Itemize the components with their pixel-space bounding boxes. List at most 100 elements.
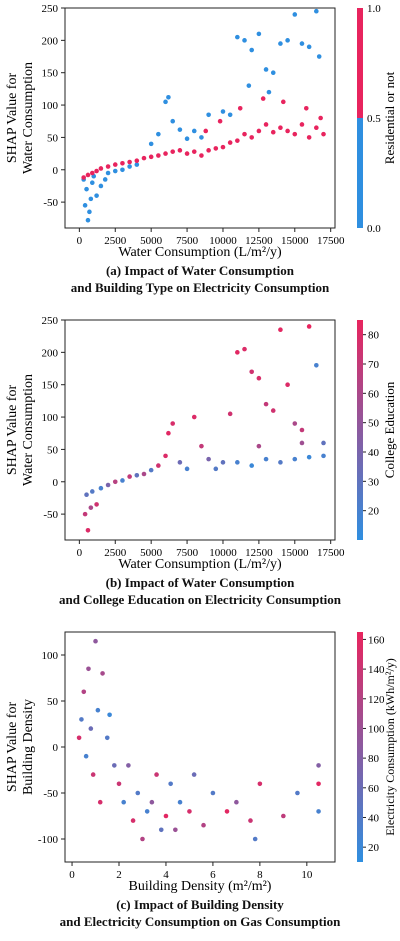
x-tick-label: 4: [163, 869, 169, 881]
x-tick-label: 8: [257, 869, 263, 881]
data-point: [82, 511, 88, 517]
caption-c-line2: and Electricity Consumption on Gas Consu…: [59, 914, 341, 929]
y-axis-label-line1: SHAP Value for: [5, 73, 20, 164]
colorbar-label: Residential or not: [382, 71, 397, 164]
colorbar-tick-label: 100: [368, 723, 385, 735]
y-tick-label: 200: [42, 35, 59, 47]
y-axis-label-line2: Water Consumption: [21, 374, 36, 486]
colorbar-top: [357, 8, 363, 118]
data-point: [127, 164, 132, 169]
data-point: [148, 141, 154, 147]
x-tick-label: 12500: [245, 235, 273, 247]
data-point: [278, 327, 283, 333]
data-point: [321, 453, 326, 459]
data-point: [93, 638, 98, 644]
colorbar-bottom: [357, 118, 363, 228]
data-point: [285, 382, 290, 388]
data-point: [220, 460, 226, 465]
data-point: [321, 131, 326, 137]
data-point: [306, 44, 312, 50]
data-point: [224, 809, 230, 814]
data-point: [210, 790, 216, 796]
plot-frame: [64, 631, 336, 863]
data-point: [248, 818, 253, 823]
chart-a: 0 2500 5000 7500 10000 12500 15000 17500 -50 0 50…: [5, 3, 397, 260]
data-point: [201, 822, 206, 828]
data-point: [191, 149, 197, 154]
data-point: [112, 763, 117, 768]
data-point: [237, 105, 243, 111]
caption-c: (c) Impact of Building Density and Elect…: [0, 896, 400, 930]
data-point: [88, 505, 94, 510]
data-point: [149, 799, 155, 805]
y-tick-label: 250: [42, 315, 59, 327]
data-point: [126, 763, 131, 768]
data-point: [84, 492, 89, 498]
data-point: [134, 472, 140, 478]
data-point: [166, 94, 171, 100]
data-point: [249, 463, 255, 468]
colorbar-tick-label: 30: [368, 476, 380, 488]
data-point: [134, 158, 140, 164]
colorbar-tick-label: 70: [368, 359, 380, 371]
data-point: [295, 790, 300, 796]
colorbar-tick-label: 120: [368, 694, 385, 706]
data-point: [235, 460, 240, 465]
data-point: [120, 478, 125, 483]
x-tick-label: 6: [210, 869, 216, 881]
data-point: [187, 809, 192, 814]
colorbar-tick-label: 20: [368, 842, 380, 854]
plot-area: 0 2500 5000 7500 10000 12500 15000 17500 -50 0 50…: [42, 3, 345, 247]
y-tick-label: 100: [42, 412, 59, 424]
data-point: [89, 170, 95, 176]
data-point: [270, 70, 276, 76]
x-tick-label: 12500: [245, 547, 273, 559]
data-point: [306, 135, 312, 140]
data-point: [263, 456, 269, 462]
data-point: [191, 772, 197, 777]
data-point: [242, 131, 247, 137]
x-tick-label: 10: [301, 869, 313, 881]
data-point: [100, 671, 105, 676]
x-tick-label: 10000: [209, 547, 237, 559]
x-tick-label: 17500: [317, 547, 345, 559]
data-point: [79, 717, 84, 722]
data-point: [266, 89, 272, 95]
data-point: [256, 443, 262, 449]
data-point: [249, 47, 255, 53]
y-tick-label: 150: [42, 380, 59, 392]
data-point: [158, 827, 164, 833]
data-point: [177, 148, 183, 153]
x-tick-label: 7500: [176, 547, 199, 559]
data-point: [292, 421, 298, 426]
data-point: [177, 799, 183, 805]
data-point: [184, 136, 190, 142]
data-point: [156, 463, 161, 468]
y-tick-label: 0: [53, 742, 59, 754]
plot-area: 0 2500 5000 7500 10000 12500 15000 17500 -50 0 50…: [42, 315, 345, 559]
data-point: [94, 502, 99, 507]
data-point: [83, 753, 89, 759]
data-point: [140, 836, 145, 842]
data-point: [199, 153, 204, 158]
data-point: [249, 135, 255, 140]
y-tick-label: 100: [42, 100, 59, 112]
data-point: [86, 666, 91, 672]
data-point: [235, 350, 240, 355]
caption-a-line1: Impact of Water Consumption: [124, 263, 295, 278]
data-point: [199, 135, 204, 140]
data-point: [314, 125, 319, 131]
colorbar-tick-label: 40: [368, 812, 380, 824]
data-point: [177, 127, 183, 132]
data-point: [316, 54, 322, 59]
caption-a: (a) Impact of Water Consumption and Buil…: [0, 262, 400, 296]
data-point: [242, 38, 247, 43]
data-point: [206, 456, 211, 462]
data-point: [280, 99, 286, 105]
x-axis-label: Water Consumption (L/m²/y): [118, 557, 282, 572]
data-point: [85, 172, 91, 178]
data-point: [163, 99, 168, 105]
caption-b-line2: and College Education on Electricity Con…: [58, 592, 342, 607]
colorbar-label: College Education: [382, 381, 397, 478]
x-tick-label: 0: [77, 235, 83, 247]
